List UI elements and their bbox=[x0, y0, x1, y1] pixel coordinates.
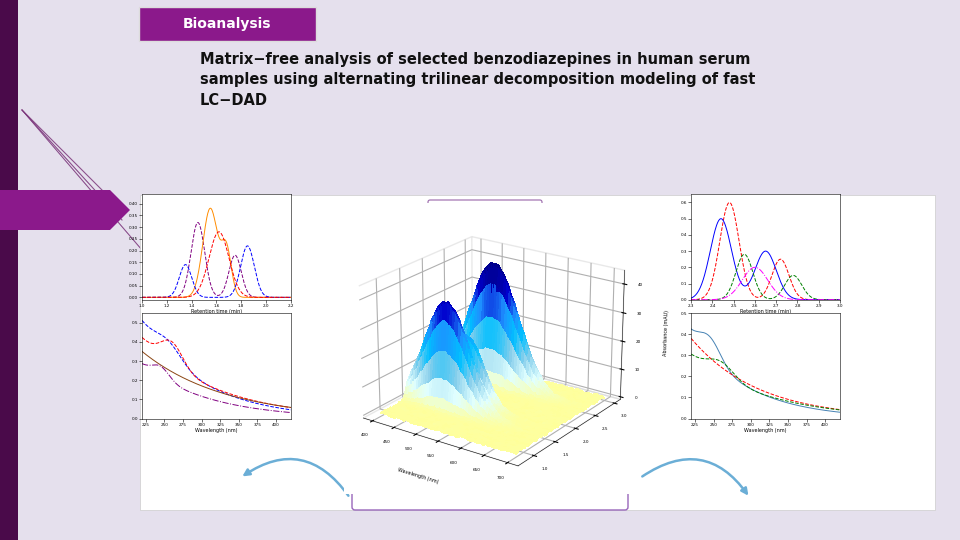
FancyArrowPatch shape bbox=[642, 459, 747, 494]
Text: Matrix−free analysis of selected benzodiazepines in human serum
samples using al: Matrix−free analysis of selected benzodi… bbox=[200, 52, 756, 108]
Text: Serum Sample: Serum Sample bbox=[457, 207, 513, 217]
FancyBboxPatch shape bbox=[140, 195, 935, 510]
FancyArrowPatch shape bbox=[245, 459, 348, 496]
X-axis label: Wavelength (nm): Wavelength (nm) bbox=[397, 468, 439, 485]
Polygon shape bbox=[0, 190, 130, 230]
X-axis label: Wavelength (nm): Wavelength (nm) bbox=[195, 428, 238, 433]
X-axis label: Wavelength (nm): Wavelength (nm) bbox=[744, 428, 787, 433]
FancyBboxPatch shape bbox=[428, 200, 542, 224]
Text: ATLD modeling: ATLD modeling bbox=[458, 468, 522, 476]
X-axis label: Retention time (min): Retention time (min) bbox=[740, 309, 791, 314]
Text: Region 2: Region 2 bbox=[580, 462, 620, 471]
X-axis label: Retention time (min): Retention time (min) bbox=[191, 309, 242, 314]
Text: Bioanalysis: Bioanalysis bbox=[182, 17, 272, 31]
FancyBboxPatch shape bbox=[0, 0, 18, 540]
Text: Region 1: Region 1 bbox=[409, 470, 450, 480]
Text: xᵢₖ = Σⁿₐ₌₁ aᵢₙ bⱼₖ cₙₖ + eᵢₖ   (i=1,2,...,I;   j=1,2,...,J;   k=1,2,...,K): xᵢₖ = Σⁿₐ₌₁ aᵢₙ bⱼₖ cₙₖ + eᵢₖ (i=1,2,...… bbox=[392, 487, 588, 491]
FancyBboxPatch shape bbox=[139, 7, 316, 41]
FancyBboxPatch shape bbox=[352, 456, 628, 510]
